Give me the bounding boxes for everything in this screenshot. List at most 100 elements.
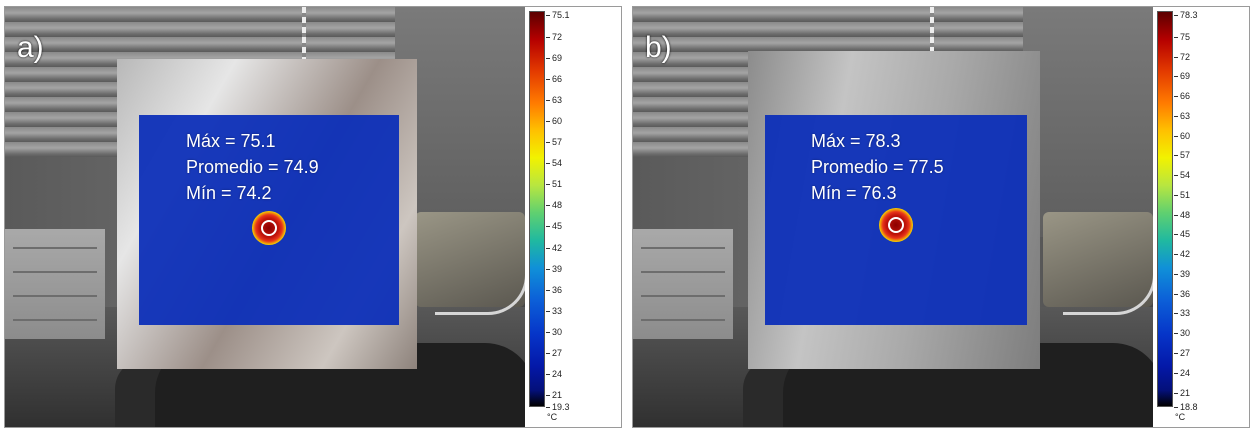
colorbar-tick bbox=[546, 395, 550, 397]
colorbar-tick bbox=[1174, 392, 1178, 394]
colorbar-tick bbox=[546, 226, 550, 228]
colorbar-tick bbox=[1174, 254, 1178, 256]
thermal-image-panel-b: Máx = 78.3 Promedio = 77.5 Mín = 76.3 b)… bbox=[632, 6, 1250, 428]
colorbar-unit: °C bbox=[547, 412, 558, 422]
stat-average: Promedio = 74.9 bbox=[186, 157, 319, 177]
colorbar-tick-label: 51 bbox=[1180, 189, 1191, 200]
colorbar-tick-label: 48 bbox=[552, 200, 563, 211]
colorbar-tick bbox=[1174, 313, 1178, 315]
thermal-photo-a: Máx = 75.1 Promedio = 74.9 Mín = 74.2 a) bbox=[5, 7, 525, 427]
colorbar-tick-label: 66 bbox=[552, 73, 563, 84]
colorbar-max-label: 75.1 bbox=[552, 10, 570, 20]
colorbar-tick-label: 42 bbox=[1180, 249, 1191, 260]
colorbar-tick-label: 63 bbox=[1180, 110, 1191, 121]
colorbar-tick-label: 45 bbox=[1180, 229, 1191, 240]
colorbar-tick bbox=[1174, 372, 1178, 374]
colorbar-tick bbox=[1174, 115, 1178, 117]
temperature-colorbar bbox=[1157, 11, 1173, 407]
stat-min: Mín = 74.2 bbox=[186, 183, 272, 203]
colorbar-tick-label: 69 bbox=[1180, 71, 1191, 82]
colorbar-tick-label: 63 bbox=[552, 95, 563, 105]
thermal-photo-b: Máx = 78.3 Promedio = 77.5 Mín = 76.3 b) bbox=[633, 7, 1153, 427]
colorbar-tick bbox=[546, 15, 550, 16]
colorbar-tick bbox=[546, 100, 550, 101]
colorbar-tick bbox=[1174, 15, 1178, 16]
colorbar-tick-label: 60 bbox=[552, 116, 563, 127]
colorbar-tick bbox=[546, 247, 550, 249]
colorbar-tick bbox=[546, 268, 550, 270]
colorbar-tick bbox=[546, 36, 550, 38]
colorbar-tick-label: 30 bbox=[1180, 328, 1191, 339]
colorbar-tick bbox=[546, 205, 550, 207]
cabinet bbox=[5, 229, 105, 339]
colorbar-tick-label: 24 bbox=[1180, 367, 1191, 378]
colorbar-tick-label: 54 bbox=[1180, 170, 1191, 181]
colorbar-tick-label: 72 bbox=[1180, 51, 1191, 62]
stat-max: Máx = 78.3 bbox=[811, 131, 901, 151]
colorbar-tick-label: 39 bbox=[552, 263, 563, 274]
colorbar-tick bbox=[1174, 76, 1178, 78]
colorbar-tick bbox=[1174, 175, 1178, 177]
colorbar-tick bbox=[1174, 352, 1178, 354]
colorbar-tick-label: 21 bbox=[1180, 387, 1191, 398]
colorbar-tick bbox=[1174, 194, 1178, 196]
colorbar-tick-label: 42 bbox=[552, 242, 563, 253]
colorbar-tick bbox=[1174, 234, 1178, 236]
colorbar-tick bbox=[546, 57, 550, 59]
cabinet bbox=[633, 229, 733, 339]
colorbar-tick-label: 36 bbox=[552, 284, 563, 295]
colorbar-tick bbox=[546, 310, 550, 312]
panel-label: b) bbox=[645, 31, 672, 64]
colorbar-tick-label: 39 bbox=[1180, 268, 1191, 279]
colorbar-tick-label: 27 bbox=[552, 347, 563, 358]
colorbar-tick bbox=[546, 331, 550, 333]
colorbar-tick-label: 27 bbox=[1180, 347, 1191, 358]
colorbar-unit: °C bbox=[1175, 412, 1186, 422]
colorbar-tick bbox=[1174, 56, 1178, 58]
colorbar-tick-label: 60 bbox=[1180, 130, 1191, 141]
colorbar-tick bbox=[546, 121, 550, 123]
colorbar-tick-label: 36 bbox=[1180, 288, 1191, 299]
temperature-stats: Máx = 78.3 Promedio = 77.5 Mín = 76.3 bbox=[811, 128, 944, 206]
colorbar-tick-label: 72 bbox=[552, 31, 563, 42]
colorbar-max-label: 78.3 bbox=[1180, 10, 1198, 20]
colorbar-min-label: 19.3 bbox=[552, 402, 570, 412]
stat-average: Promedio = 77.5 bbox=[811, 157, 944, 177]
colorbar-tick bbox=[546, 352, 550, 354]
colorbar-tick-label: 57 bbox=[552, 137, 563, 148]
colorbar-tick bbox=[1174, 407, 1178, 408]
colorbar-tick-label: 30 bbox=[552, 326, 563, 337]
colorbar-tick-label: 33 bbox=[1180, 308, 1191, 319]
temperature-colorbar bbox=[529, 11, 545, 407]
hotspot-marker bbox=[252, 211, 286, 245]
colorbar-tick-label: 69 bbox=[552, 52, 563, 63]
colorbar-tick-label: 66 bbox=[1180, 91, 1191, 102]
colorbar-tick bbox=[1174, 135, 1178, 137]
colorbar-tick-label: 57 bbox=[1180, 150, 1191, 161]
colorbar-tick bbox=[546, 78, 550, 80]
colorbar-tick-label: 33 bbox=[552, 305, 563, 316]
colorbar-tick bbox=[1174, 155, 1178, 157]
colorbar-tick bbox=[546, 289, 550, 291]
colorbar-tick-label: 75 bbox=[1180, 31, 1191, 42]
colorbar-tick-label: 45 bbox=[552, 221, 563, 232]
thermal-image-panel-a: Máx = 75.1 Promedio = 74.9 Mín = 74.2 a)… bbox=[4, 6, 622, 428]
colorbar-tick bbox=[546, 407, 550, 408]
stat-min: Mín = 76.3 bbox=[811, 183, 897, 203]
colorbar-tick bbox=[1174, 36, 1178, 38]
colorbar-tick-label: 21 bbox=[552, 390, 563, 401]
colorbar-tick bbox=[1174, 214, 1178, 216]
colorbar-tick bbox=[1174, 333, 1178, 335]
hotspot-marker bbox=[879, 208, 913, 242]
colorbar-tick-label: 51 bbox=[552, 179, 563, 190]
stat-max: Máx = 75.1 bbox=[186, 131, 276, 151]
temperature-stats: Máx = 75.1 Promedio = 74.9 Mín = 74.2 bbox=[186, 128, 319, 206]
colorbar-min-label: 18.8 bbox=[1180, 402, 1198, 412]
colorbar-tick bbox=[546, 163, 550, 165]
colorbar-tick bbox=[1174, 96, 1178, 98]
colorbar-tick bbox=[546, 142, 550, 144]
colorbar-tick bbox=[1174, 293, 1178, 295]
colorbar-tick bbox=[1174, 273, 1178, 275]
colorbar-tick bbox=[546, 373, 550, 375]
colorbar-tick bbox=[546, 184, 550, 186]
